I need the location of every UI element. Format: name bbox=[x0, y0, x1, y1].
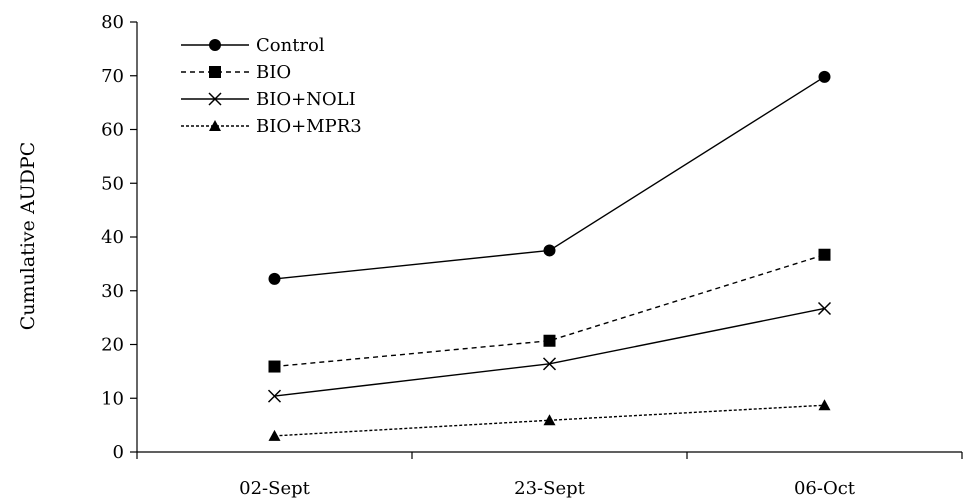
data-point bbox=[543, 244, 556, 257]
legend-label: BIO+MPR3 bbox=[256, 116, 362, 137]
legend-item: Control bbox=[181, 35, 325, 56]
legend-marker bbox=[209, 120, 221, 131]
series-line bbox=[274, 254, 825, 368]
y-tick-label: 40 bbox=[101, 227, 124, 248]
y-tick-label: 50 bbox=[101, 173, 124, 194]
y-tick-label: 60 bbox=[101, 120, 124, 141]
legend-item: BIO bbox=[181, 62, 291, 83]
data-point bbox=[818, 399, 831, 411]
legend-item: BIO+MPR3 bbox=[181, 116, 362, 137]
data-point bbox=[542, 357, 557, 371]
data-point bbox=[268, 429, 281, 441]
series-bio-mpr3 bbox=[268, 399, 831, 441]
y-tick-label: 80 bbox=[101, 12, 124, 33]
x-tick-label: 06-Oct bbox=[794, 478, 856, 499]
data-point bbox=[268, 272, 281, 285]
legend-label: BIO+NOLI bbox=[256, 89, 356, 110]
series-layer bbox=[267, 70, 832, 441]
series-control bbox=[268, 70, 831, 285]
series-bio bbox=[268, 248, 831, 373]
data-point bbox=[817, 301, 832, 316]
y-tick-label: 10 bbox=[101, 388, 124, 409]
y-tick-label: 20 bbox=[101, 335, 124, 356]
legend-marker bbox=[209, 66, 221, 78]
legend-item: BIO+NOLI bbox=[181, 89, 356, 110]
axes: 0 10 20 30 40 50 60 70 80 02-Sept 23-Sept 06-Oct bbox=[101, 12, 963, 499]
y-axis-label: Cumulative AUDPC bbox=[17, 142, 39, 330]
legend-marker bbox=[209, 39, 221, 51]
data-point bbox=[543, 414, 556, 426]
legend: Control BIO BIO+NOLI BIO+MPR3 bbox=[181, 35, 362, 137]
data-point bbox=[818, 248, 831, 261]
x-tick-label: 23-Sept bbox=[514, 478, 585, 499]
data-point bbox=[267, 389, 282, 403]
x-tick-label: 02-Sept bbox=[239, 478, 310, 499]
data-point bbox=[268, 360, 281, 373]
y-tick-label: 30 bbox=[101, 281, 124, 302]
y-tick-label: 0 bbox=[113, 442, 124, 463]
data-point bbox=[818, 70, 831, 83]
data-point bbox=[543, 334, 556, 347]
legend-label: BIO bbox=[256, 62, 291, 83]
y-tick-label: 70 bbox=[101, 66, 124, 87]
legend-marker bbox=[208, 92, 222, 106]
series-bio-noli bbox=[267, 301, 832, 403]
legend-label: Control bbox=[256, 35, 325, 56]
series-line bbox=[274, 307, 825, 397]
